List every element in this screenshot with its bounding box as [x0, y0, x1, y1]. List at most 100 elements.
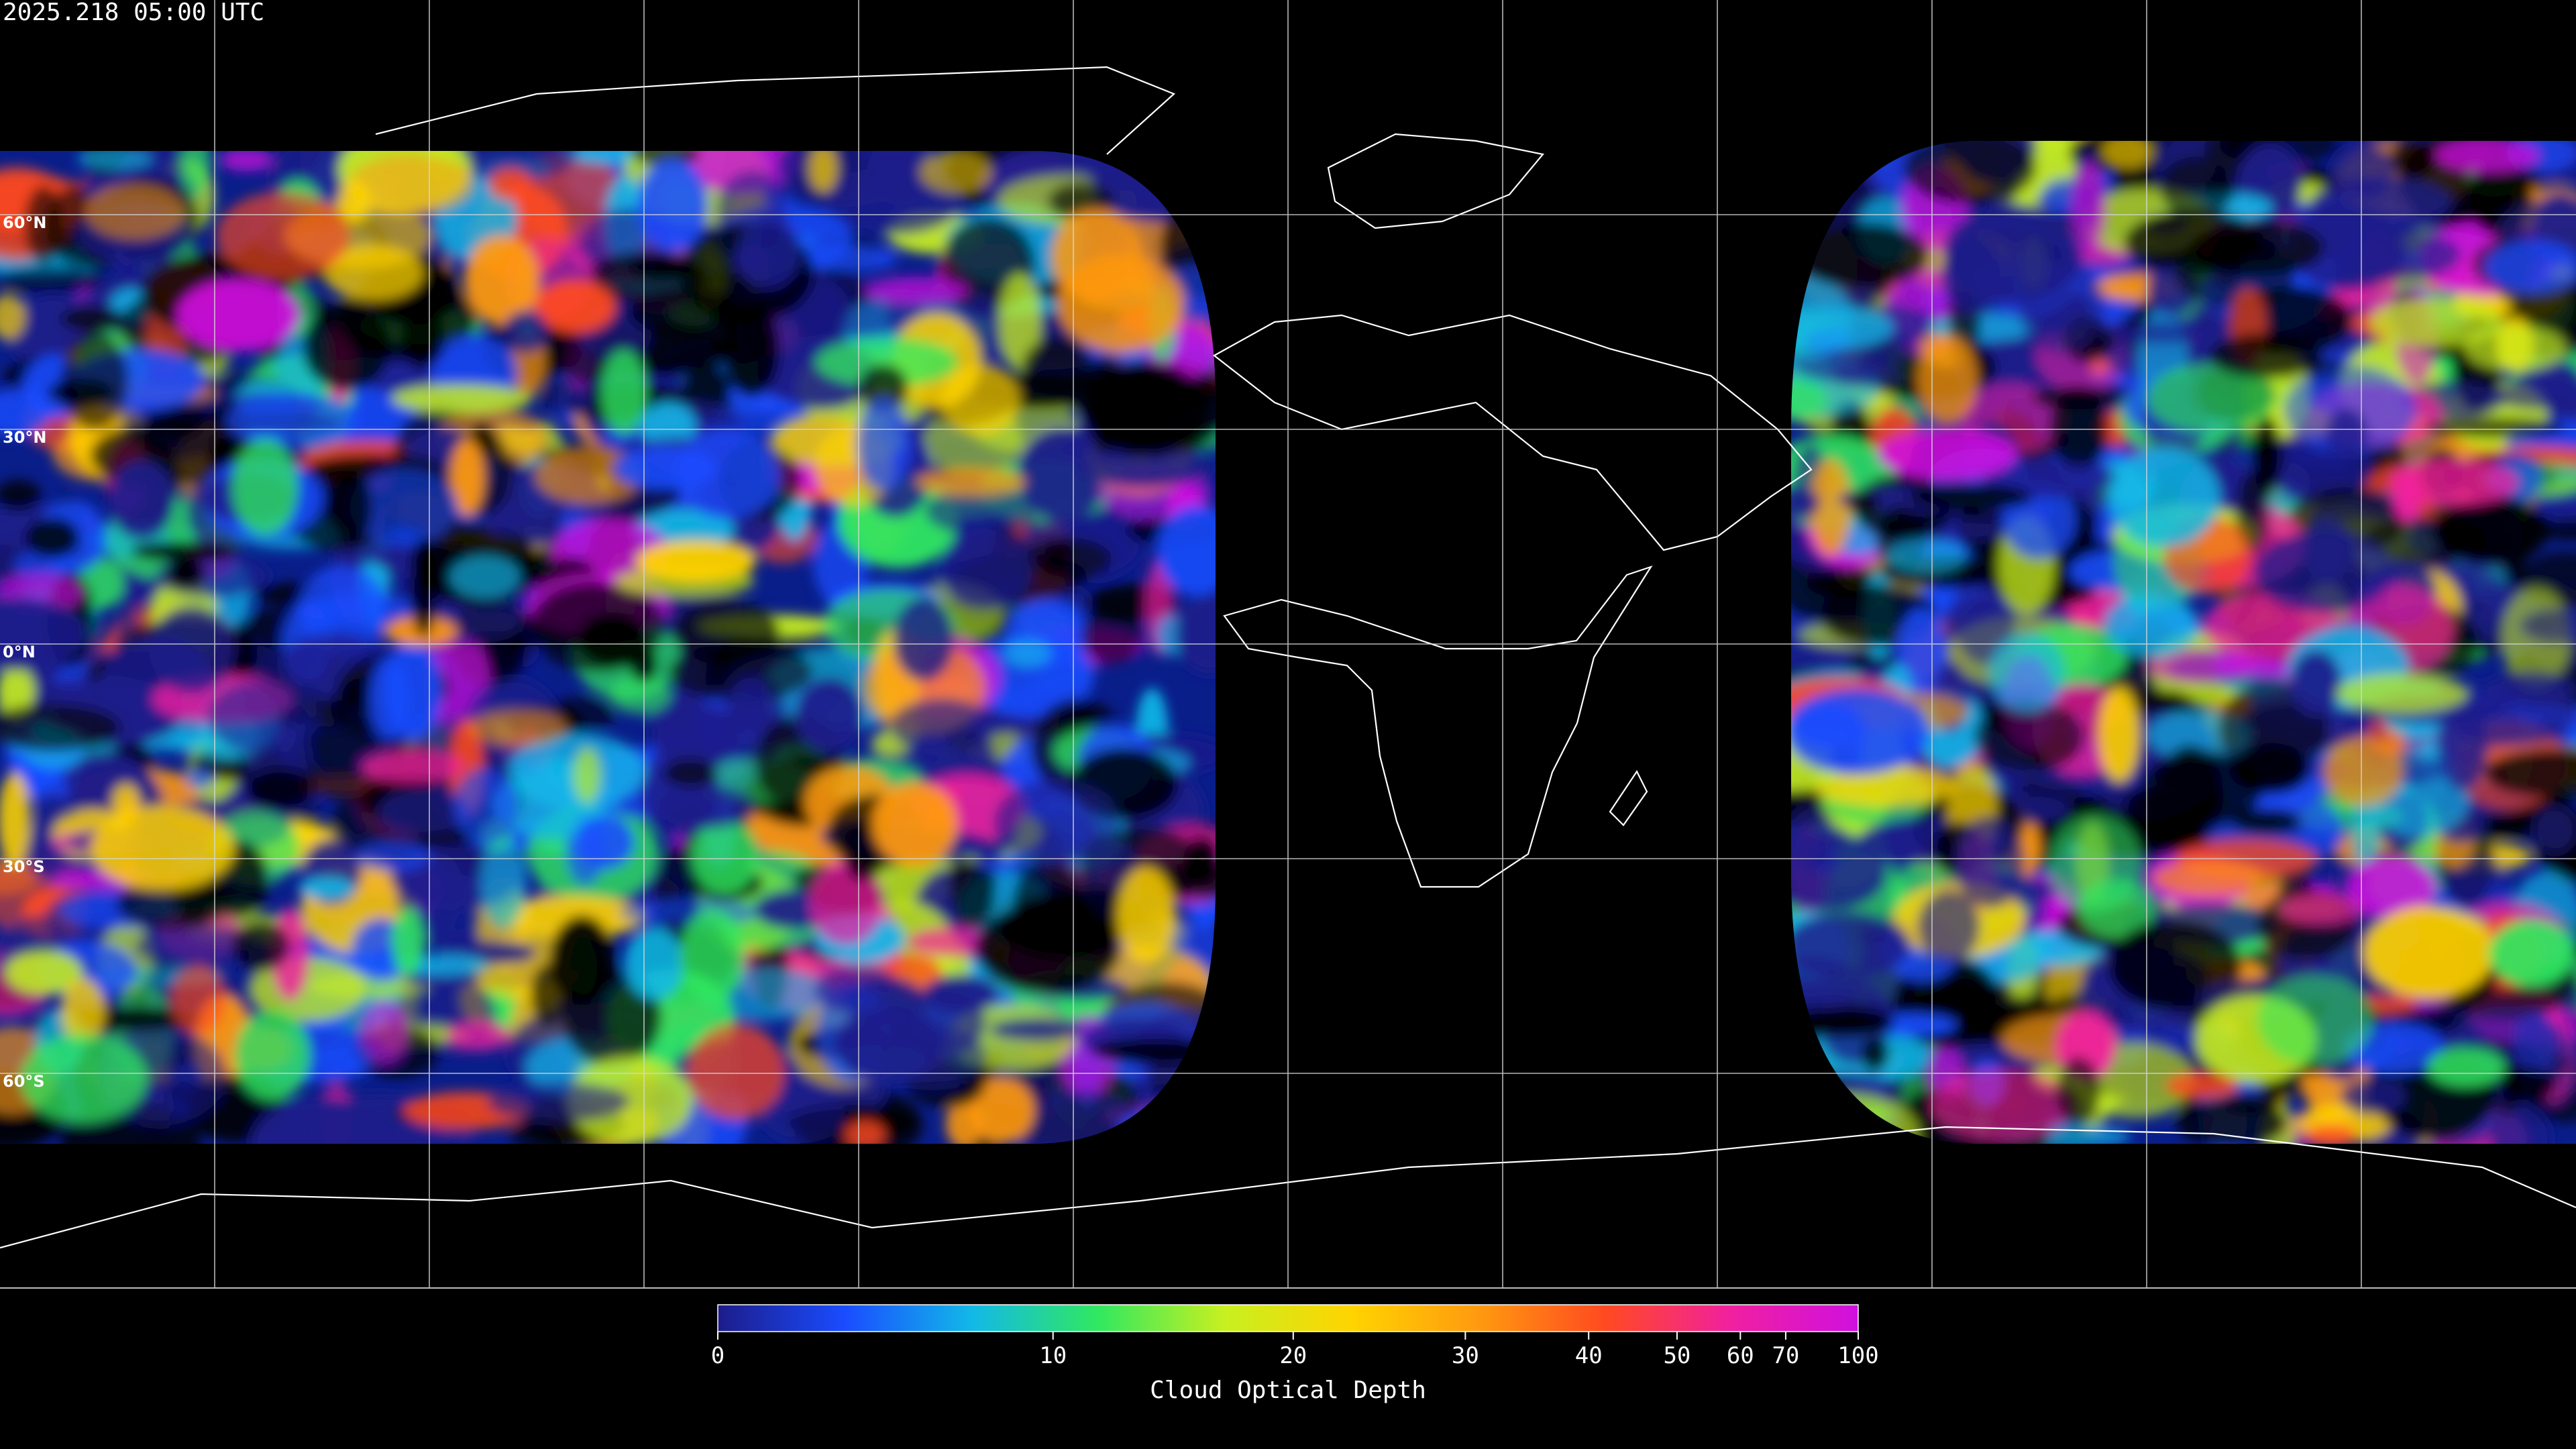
cloud-blob — [2146, 648, 2251, 684]
cloud-blob — [680, 909, 746, 1002]
cloud-blob — [549, 915, 615, 1006]
cloud-blob — [619, 898, 758, 927]
cloud-blob — [1022, 338, 1094, 394]
cloud-blob — [2446, 857, 2510, 912]
cloud-blob — [232, 920, 290, 971]
cloud-blob — [2369, 298, 2502, 347]
cloud-blob — [889, 698, 995, 755]
cloud-blob — [2536, 519, 2576, 541]
cloud-blob — [834, 1006, 944, 1083]
cloud-blob — [1051, 209, 1142, 302]
cloud-blob — [232, 439, 299, 536]
cloud-blob — [85, 184, 184, 240]
graticule — [0, 0, 2576, 1288]
cloud-blob — [360, 999, 408, 1064]
cloud-blob — [2533, 806, 2576, 853]
latitude-label: 0°N — [3, 643, 36, 661]
cloud-blob — [2464, 325, 2567, 372]
cloud-blob — [348, 154, 474, 215]
cloud-blob — [552, 386, 594, 414]
cloud-blob — [1791, 486, 1820, 520]
cloud-blob — [251, 1097, 394, 1144]
cloud-blob — [1809, 459, 1851, 556]
cloud-blob — [690, 818, 759, 894]
cloud-blob — [448, 151, 578, 182]
cloud-blob — [2257, 975, 2373, 1065]
cloud-blob — [683, 151, 801, 195]
cloud-blob — [1792, 702, 1864, 749]
cloud-blob — [662, 759, 718, 788]
cloud-blob — [1988, 632, 2065, 713]
cloud-blob — [1175, 595, 1216, 674]
cloud-blob — [535, 447, 643, 504]
cloud-blob — [1877, 429, 2017, 480]
cloud-blob — [2102, 141, 2154, 169]
cloud-blob — [402, 309, 445, 369]
madagascar-outline — [1609, 769, 1648, 826]
cloud-blob — [1157, 504, 1216, 596]
cloud-blob — [91, 806, 235, 891]
cloud-blob — [0, 389, 50, 437]
cloud-blob — [2254, 530, 2394, 613]
cloud-blob — [2147, 363, 2275, 434]
cloud-blob — [2489, 920, 2575, 987]
cloud-blob — [941, 364, 1020, 436]
cloud-blob — [1791, 830, 1888, 912]
cloud-blob — [2152, 860, 2265, 896]
colorbar-tick-label: 40 — [1575, 1342, 1603, 1369]
cloud-blob — [574, 814, 635, 869]
cloud-blob — [391, 384, 532, 414]
cloud-region — [0, 151, 1216, 1144]
cloud-blob — [2436, 700, 2488, 791]
cloud-blob — [2483, 240, 2576, 294]
cloud-blob — [809, 861, 883, 945]
cloud-blob — [0, 772, 31, 867]
cloud-blob — [2055, 1057, 2101, 1126]
cloud-blob — [990, 1018, 1083, 1041]
cloud-blob — [776, 151, 917, 207]
colorbar-tick-label: 100 — [1837, 1342, 1878, 1369]
cloud-blob — [1813, 765, 1955, 807]
cloud-blob — [641, 744, 720, 839]
colorbar-title: Cloud Optical Depth — [1150, 1377, 1426, 1404]
timestamp: 2025.218 05:00 UTC — [3, 0, 264, 26]
cloud-blob — [2232, 809, 2302, 834]
coastlines — [0, 66, 2576, 1249]
cloud-blob — [2330, 144, 2395, 199]
africa-outline — [1223, 565, 1653, 888]
cloud-blob — [180, 151, 211, 198]
cloud-blob — [1848, 490, 1880, 518]
cloud-blob — [1004, 639, 1052, 668]
cloud-blob — [994, 779, 1120, 866]
cloud-blob — [2363, 517, 2487, 564]
cloud-blob — [449, 555, 521, 599]
cloud-blob — [2427, 1047, 2506, 1087]
cloud-blob — [601, 350, 647, 435]
cloud-blob — [915, 467, 1026, 496]
cloud-blob — [1884, 539, 1966, 574]
cloud-blob — [24, 185, 63, 264]
cloud-blob — [360, 749, 464, 783]
cloud-blob — [2288, 206, 2407, 291]
cloud-blob — [410, 536, 437, 637]
cloud-blob — [0, 479, 42, 512]
eurasia-outline — [1213, 314, 1813, 551]
cloud-blob — [1917, 335, 1978, 423]
cloud-blob — [2098, 686, 2140, 782]
cloud-blob — [2208, 333, 2323, 378]
cloud-blob — [1791, 379, 1828, 421]
cloud-blob — [503, 310, 549, 354]
antarctica-outline — [0, 1126, 2576, 1249]
cloud-blob — [938, 529, 1033, 610]
colorbar-tick-label: 70 — [1772, 1342, 1799, 1369]
cloud-blob — [129, 541, 239, 562]
colorbar-tick-label: 20 — [1279, 1342, 1307, 1369]
cloud-blob — [2325, 408, 2368, 459]
cloud-blob — [468, 709, 568, 747]
cloud-blob — [1183, 836, 1216, 886]
cloud-blob — [2363, 906, 2495, 999]
cloud-blob — [2156, 745, 2223, 844]
cloud-blob — [2336, 673, 2467, 713]
cloud-blob — [378, 788, 470, 836]
cloud-blob — [631, 151, 700, 167]
